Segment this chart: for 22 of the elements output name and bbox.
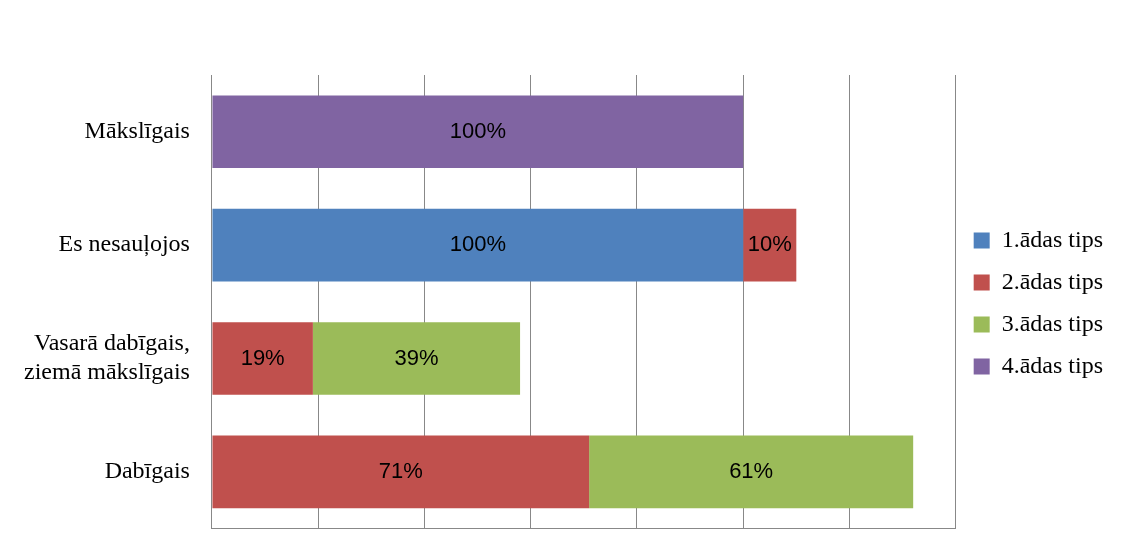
data-label: 100% (449, 231, 506, 257)
data-label: 71% (378, 457, 423, 483)
bar (589, 435, 914, 509)
bar (212, 435, 590, 509)
bar (312, 322, 521, 395)
y-tick-label: Es nesauļojos (58, 230, 190, 258)
data-label: 19% (240, 344, 285, 370)
legend-label: 4.ādas tips (1001, 351, 1104, 378)
y-tick-label: Vasarā dabīgais, ziemā mākslīgais (24, 329, 190, 385)
legend-label: 1.ādas tips (1001, 225, 1104, 252)
bar (743, 208, 797, 282)
y-tick-label: Dabīgais (104, 457, 190, 484)
data-label: 100% (449, 117, 506, 143)
y-tick-label: Mākslīgais (84, 117, 190, 143)
bar (212, 322, 313, 395)
bar (212, 208, 744, 282)
data-label: 39% (394, 344, 439, 370)
bar (212, 95, 744, 168)
data-label: 61% (729, 457, 774, 483)
legend-label: 2.ādas tips (1001, 267, 1104, 294)
data-label: 10% (747, 231, 792, 257)
legend-label: 3.ādas tips (1001, 309, 1104, 336)
